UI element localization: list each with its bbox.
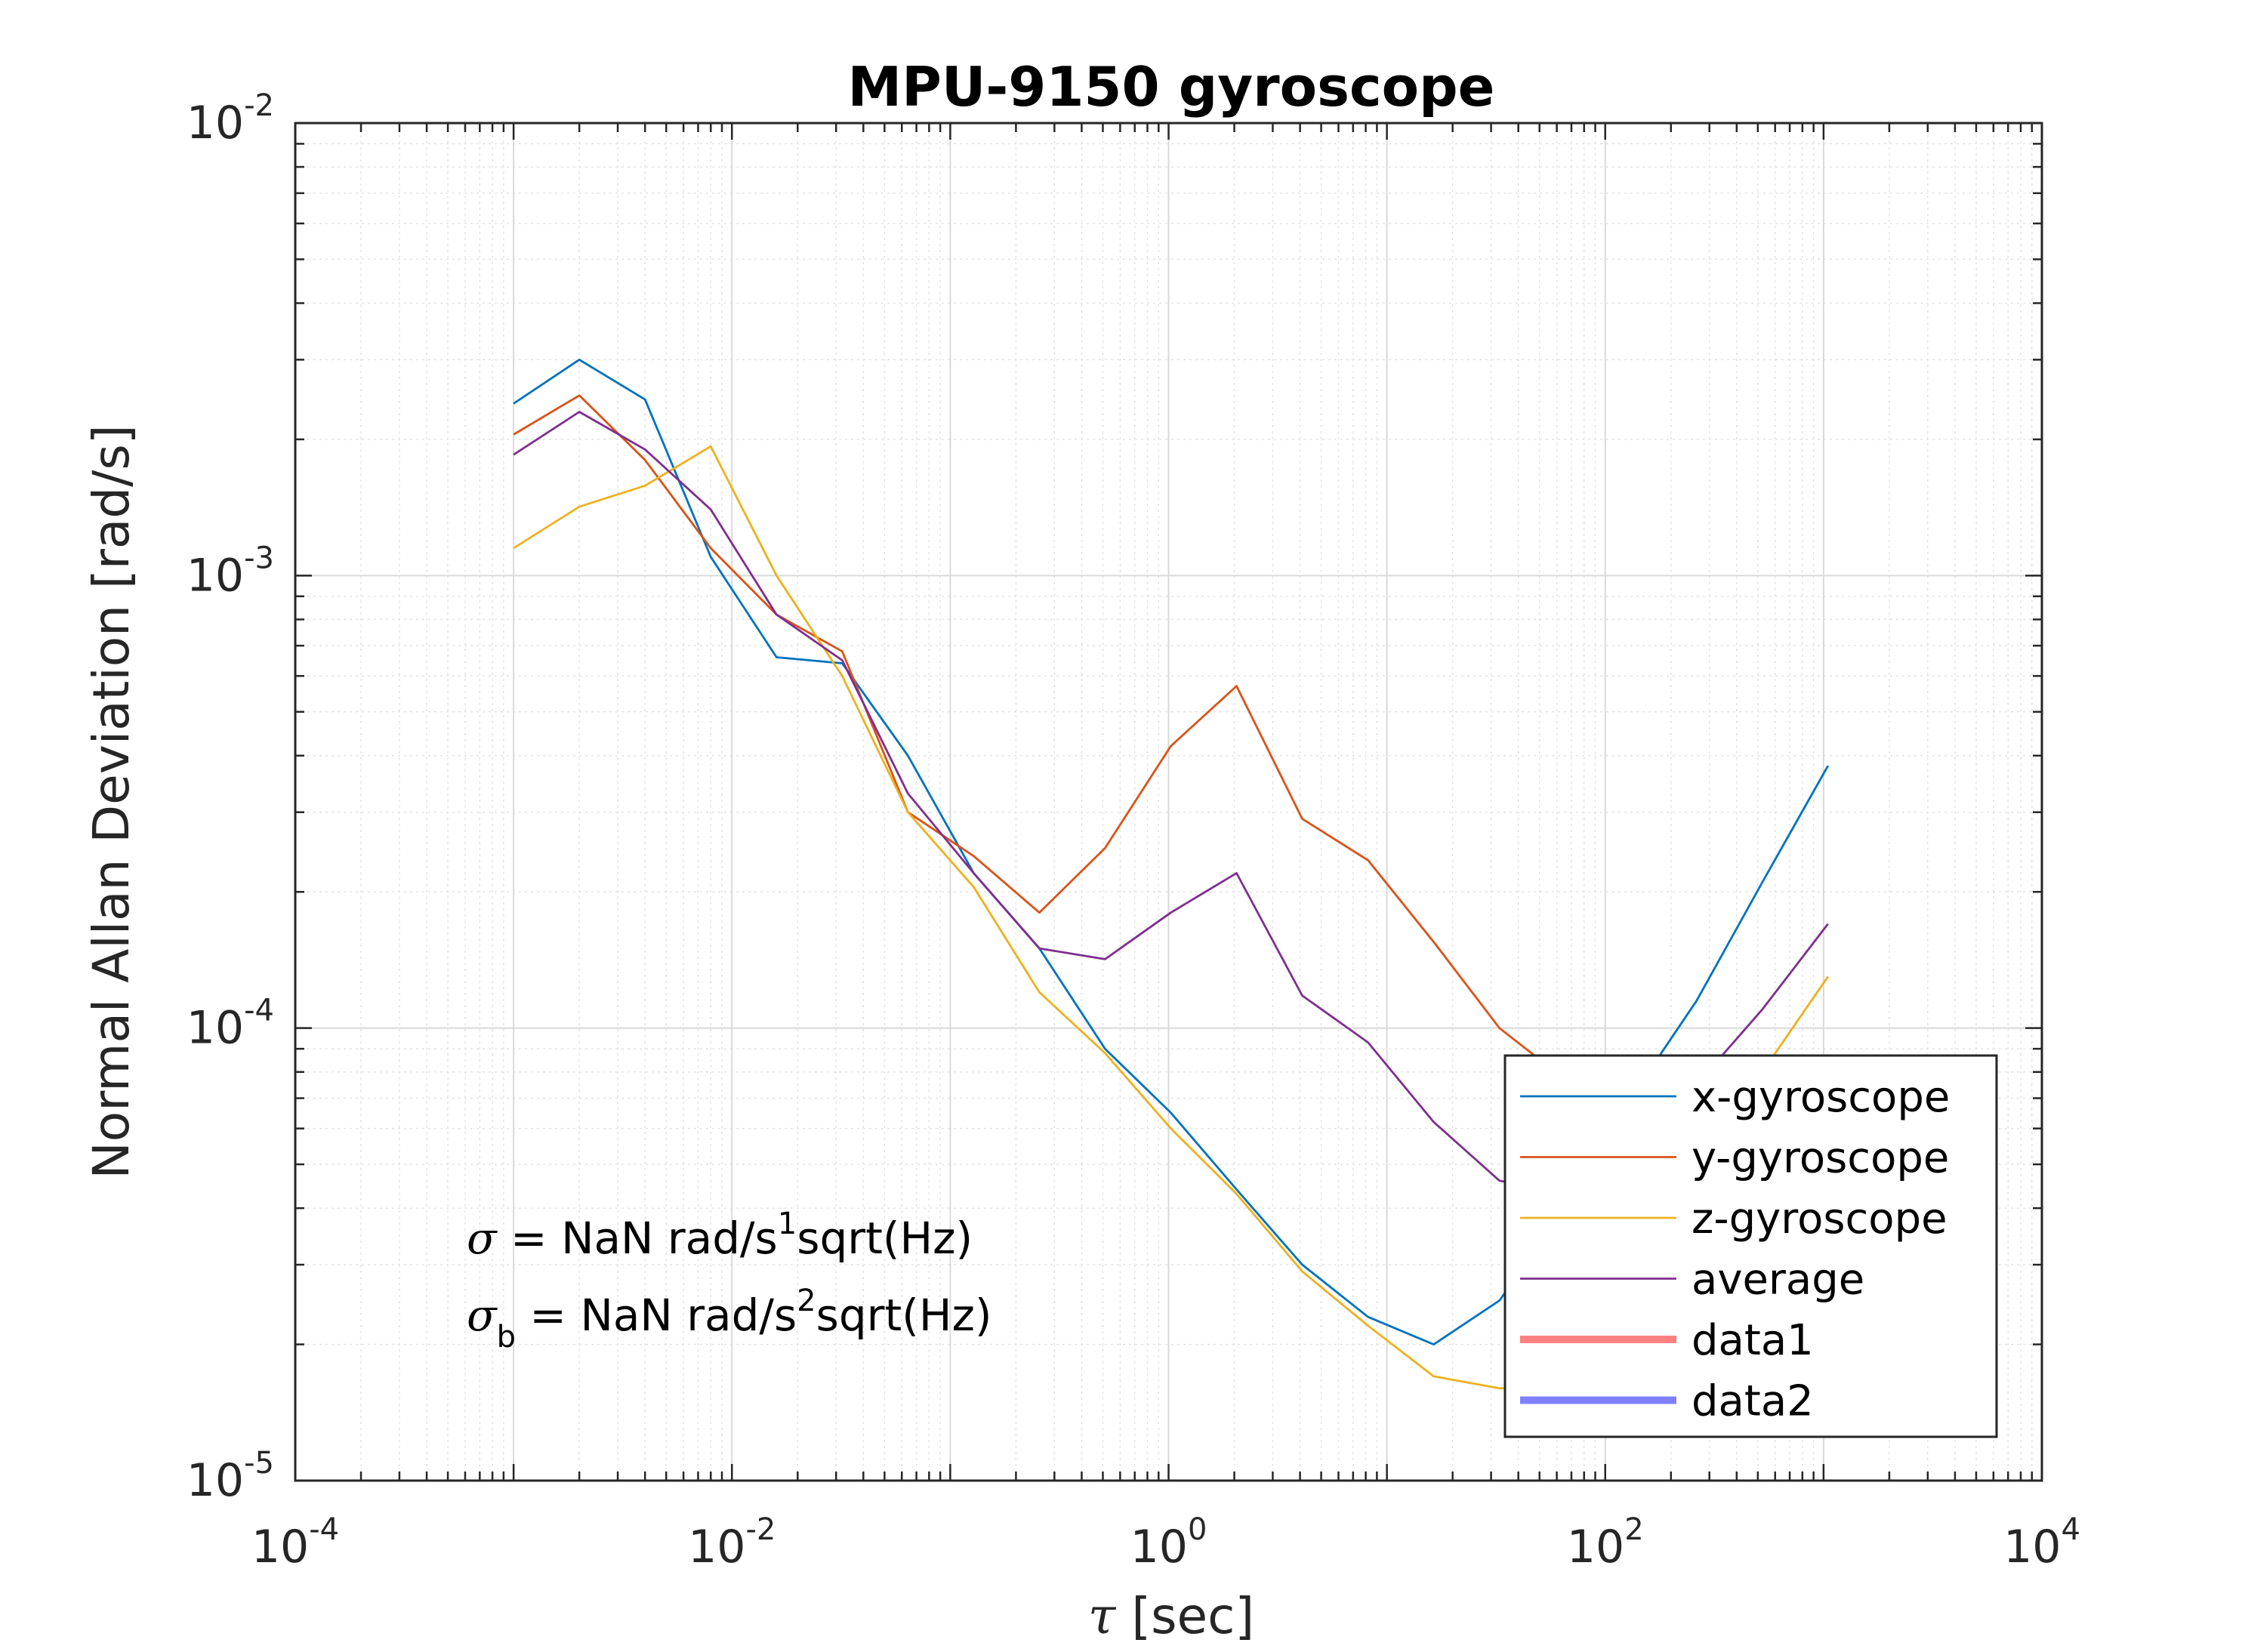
legend-label-x-gyroscope: x-gyroscope bbox=[1692, 1073, 1950, 1122]
y-axis-label: Normal Allan Deviation [rad/s] bbox=[82, 424, 140, 1179]
x-axis-ticks: 10-4 10-2 100 102 104 bbox=[251, 123, 2080, 1573]
y-tick-label: 10-2 bbox=[187, 88, 274, 149]
annotation-1-text-a: = NaN rad/s bbox=[497, 1213, 778, 1264]
y-axis-ticks: 10-5 10-4 10-3 10-2 bbox=[187, 88, 2042, 1507]
annotation-1-text-b: sqrt(Hz) bbox=[797, 1213, 973, 1264]
y-tick-label: 10-3 bbox=[187, 541, 274, 602]
legend-label-average: average bbox=[1692, 1256, 1864, 1305]
annotation-line-1: σ = NaN rad/s1sqrt(Hz) bbox=[467, 1207, 973, 1264]
x-tick-label: 102 bbox=[1567, 1512, 1644, 1573]
annotation-2-superscript: 2 bbox=[797, 1284, 816, 1318]
annotation-1-symbol: σ bbox=[467, 1213, 498, 1264]
legend: x-gyroscope y-gyroscope z-gyroscope average… bbox=[1503, 1054, 1998, 1438]
legend-label-z-gyroscope: z-gyroscope bbox=[1692, 1194, 1947, 1244]
legend-label-y-gyroscope: y-gyroscope bbox=[1692, 1134, 1949, 1183]
annotation-2-subscript: b bbox=[497, 1320, 516, 1355]
x-axis-label-symbol: τ bbox=[1088, 1587, 1117, 1645]
annotation-2-symbol: σ bbox=[467, 1290, 498, 1341]
legend-label-data1: data1 bbox=[1692, 1316, 1814, 1365]
legend-label-data2: data2 bbox=[1692, 1377, 1814, 1426]
x-axis-label-text: [sec] bbox=[1115, 1587, 1254, 1645]
x-tick-label: 100 bbox=[1130, 1512, 1207, 1573]
x-tick-label: 10-2 bbox=[688, 1512, 776, 1573]
annotation-1-superscript: 1 bbox=[778, 1207, 797, 1241]
x-tick-label: 104 bbox=[2003, 1512, 2080, 1573]
x-axis-label: τ [sec] bbox=[1088, 1587, 1254, 1645]
chart-title: MPU-9150 gyroscope bbox=[847, 55, 1494, 119]
x-tick-label: 10-4 bbox=[251, 1512, 339, 1573]
annotation-line-2: σb = NaN rad/s2sqrt(Hz) bbox=[467, 1284, 992, 1355]
y-tick-label: 10-4 bbox=[187, 994, 274, 1055]
legend-box bbox=[1503, 1054, 1998, 1438]
noise-annotation: σ = NaN rad/s1sqrt(Hz) σb = NaN rad/s2sq… bbox=[467, 1207, 992, 1355]
y-tick-label: 10-5 bbox=[187, 1446, 274, 1507]
annotation-2-text-a: = NaN rad/s bbox=[516, 1290, 797, 1341]
annotation-2-text-b: sqrt(Hz) bbox=[816, 1290, 992, 1341]
